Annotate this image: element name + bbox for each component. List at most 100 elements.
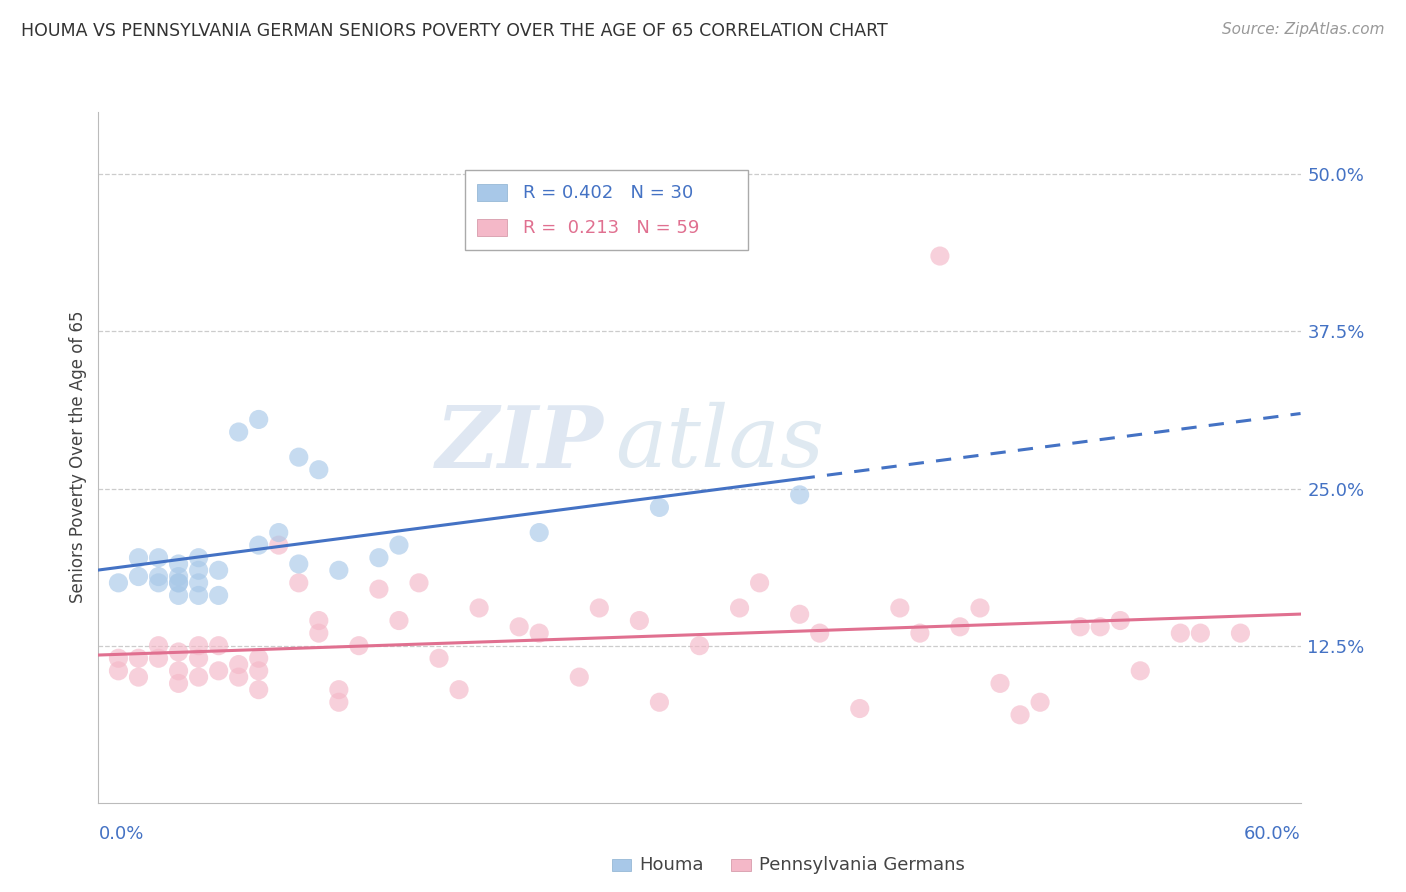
Text: HOUMA VS PENNSYLVANIA GERMAN SENIORS POVERTY OVER THE AGE OF 65 CORRELATION CHAR: HOUMA VS PENNSYLVANIA GERMAN SENIORS POV…: [21, 22, 887, 40]
Point: [889, 601, 911, 615]
Text: R = 0.402   N = 30: R = 0.402 N = 30: [523, 184, 693, 202]
Point: [107, 575, 129, 590]
Point: [969, 601, 991, 615]
FancyBboxPatch shape: [477, 219, 508, 236]
Point: [328, 563, 350, 577]
Point: [187, 575, 209, 590]
Point: [267, 525, 290, 540]
Point: [288, 575, 311, 590]
Point: [128, 550, 150, 565]
Point: [447, 682, 470, 697]
Text: atlas: atlas: [616, 402, 824, 484]
Point: [247, 682, 270, 697]
Point: [187, 651, 209, 665]
Point: [1189, 626, 1212, 640]
Point: [167, 589, 190, 603]
Text: 60.0%: 60.0%: [1244, 825, 1301, 843]
Point: [1170, 626, 1192, 640]
Point: [929, 249, 952, 263]
Point: [148, 569, 170, 583]
Point: [167, 676, 190, 690]
Point: [187, 589, 209, 603]
Point: [208, 639, 231, 653]
Point: [568, 670, 591, 684]
Point: [167, 664, 190, 678]
Y-axis label: Seniors Poverty Over the Age of 65: Seniors Poverty Over the Age of 65: [69, 311, 87, 603]
Point: [328, 682, 350, 697]
Point: [529, 626, 551, 640]
Point: [908, 626, 931, 640]
Point: [187, 563, 209, 577]
Text: R =  0.213   N = 59: R = 0.213 N = 59: [523, 219, 699, 236]
Point: [128, 569, 150, 583]
Point: [368, 582, 391, 596]
Point: [128, 651, 150, 665]
Point: [388, 614, 411, 628]
Point: [148, 651, 170, 665]
Point: [247, 538, 270, 552]
Point: [267, 538, 290, 552]
Point: [648, 500, 671, 515]
Point: [208, 563, 231, 577]
Point: [107, 651, 129, 665]
Point: [408, 575, 430, 590]
Point: [167, 575, 190, 590]
Point: [328, 695, 350, 709]
Point: [228, 670, 250, 684]
Point: [1088, 620, 1111, 634]
Point: [247, 412, 270, 426]
Point: [247, 664, 270, 678]
Point: [808, 626, 831, 640]
FancyBboxPatch shape: [477, 184, 508, 202]
Point: [228, 425, 250, 439]
Text: Source: ZipAtlas.com: Source: ZipAtlas.com: [1222, 22, 1385, 37]
Point: [508, 620, 530, 634]
Text: 0.0%: 0.0%: [98, 825, 143, 843]
Point: [368, 550, 391, 565]
Point: [128, 670, 150, 684]
Point: [187, 550, 209, 565]
Point: [167, 569, 190, 583]
Point: [849, 701, 872, 715]
Point: [308, 614, 330, 628]
Point: [148, 550, 170, 565]
Point: [187, 639, 209, 653]
Point: [347, 639, 370, 653]
Text: Houma: Houma: [640, 856, 704, 874]
Point: [1029, 695, 1052, 709]
Text: Pennsylvania Germans: Pennsylvania Germans: [759, 856, 965, 874]
Point: [288, 450, 311, 465]
Point: [1229, 626, 1251, 640]
Point: [308, 463, 330, 477]
Point: [748, 575, 770, 590]
Point: [427, 651, 450, 665]
Point: [648, 695, 671, 709]
Point: [288, 557, 311, 571]
Point: [529, 525, 551, 540]
FancyBboxPatch shape: [465, 170, 748, 250]
Point: [167, 645, 190, 659]
Point: [789, 488, 811, 502]
Point: [208, 664, 231, 678]
Point: [1010, 707, 1032, 722]
Point: [1109, 614, 1132, 628]
Text: ZIP: ZIP: [436, 401, 603, 485]
Point: [308, 626, 330, 640]
Point: [247, 651, 270, 665]
Point: [728, 601, 751, 615]
Point: [167, 575, 190, 590]
Point: [628, 614, 651, 628]
Point: [949, 620, 972, 634]
Point: [1129, 664, 1152, 678]
Point: [107, 664, 129, 678]
Point: [468, 601, 491, 615]
Point: [208, 589, 231, 603]
Point: [689, 639, 711, 653]
Point: [148, 639, 170, 653]
Point: [588, 601, 610, 615]
Point: [1069, 620, 1091, 634]
Point: [187, 670, 209, 684]
Point: [167, 557, 190, 571]
Point: [228, 657, 250, 672]
Point: [988, 676, 1011, 690]
